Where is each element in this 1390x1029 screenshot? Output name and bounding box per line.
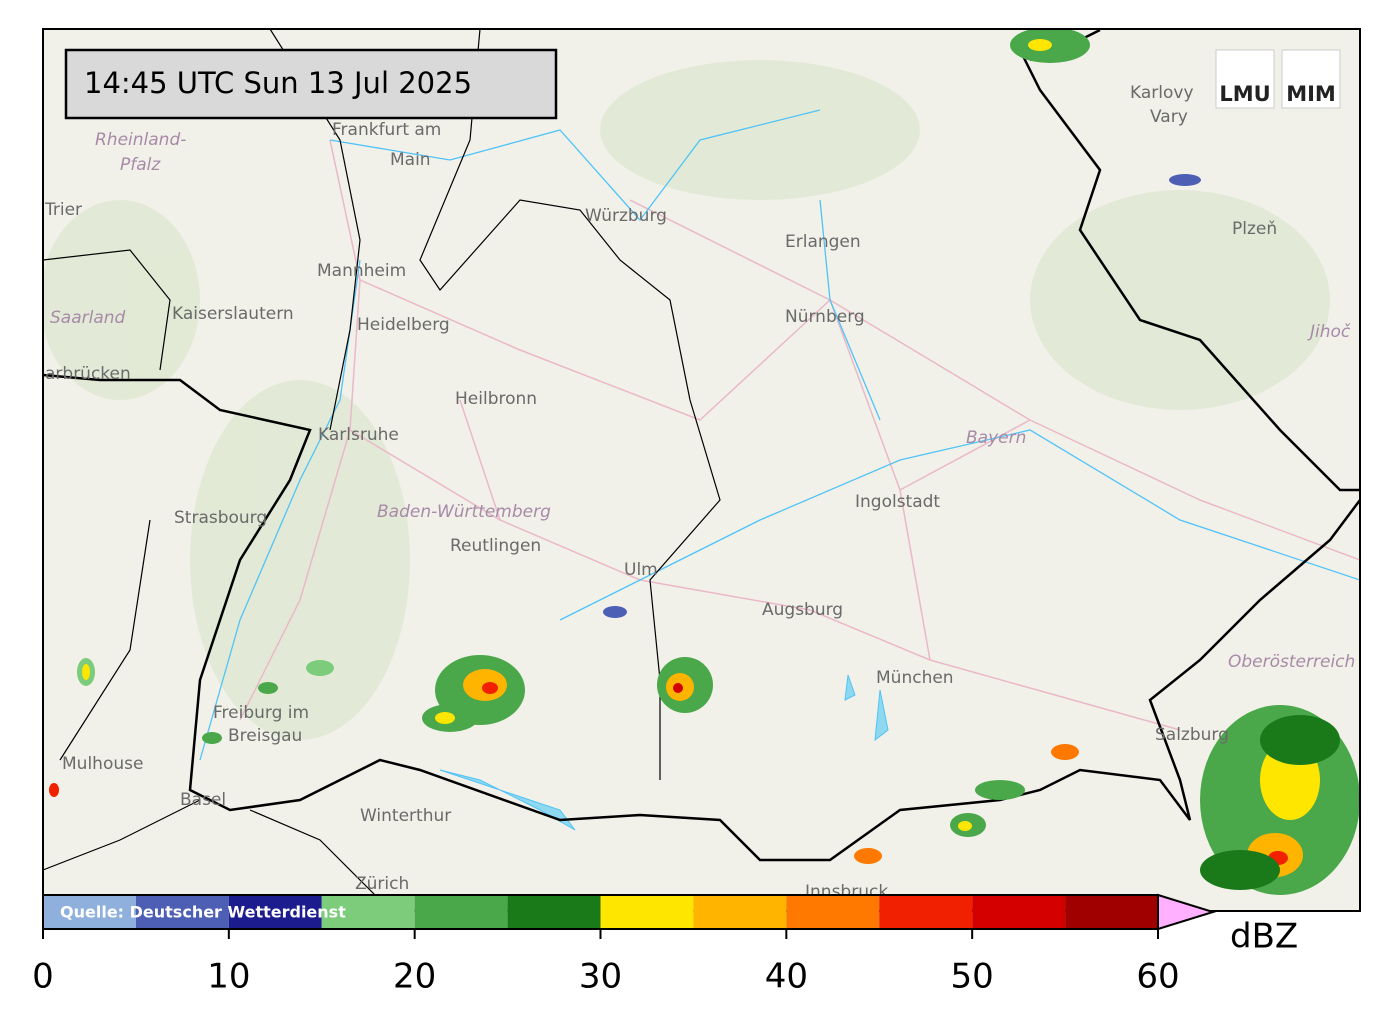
colorbar: 0 10 20 30 40 50 60 — [32, 893, 1217, 997]
colorbar-tick-label: 30 — [579, 957, 622, 997]
place-label: Frankfurt am — [332, 120, 441, 140]
colorbar-segment — [600, 895, 694, 929]
colorbar-segment — [507, 895, 601, 929]
place-label: Vary — [1150, 107, 1188, 127]
logo-text: LMU — [1219, 82, 1270, 106]
lake — [439, 769, 576, 831]
place-label: Salzburg — [1155, 725, 1229, 745]
place-label: Rheinland- — [95, 130, 186, 150]
place-labels: Frankfurt am Main Rheinland- Pfalz Trier Mann… — [44, 83, 1355, 902]
place-label: Oberösterreich — [1228, 652, 1355, 672]
forest — [43, 60, 1330, 740]
place-label: Ulm — [624, 560, 658, 580]
colorbar-tick-label: 50 — [951, 957, 994, 997]
colorbar-tick-label: 10 — [207, 957, 250, 997]
source-credit: Quelle: Deutscher Wetterdienst — [60, 903, 346, 922]
place-label: Augsburg — [762, 600, 843, 620]
colorbar-segment — [972, 895, 1066, 929]
colorbar-segment — [43, 895, 136, 929]
timestamp: 14:45 UTC Sun 13 Jul 2025 — [84, 66, 472, 100]
place-label: Pfalz — [120, 155, 161, 175]
place-label: Erlangen — [785, 232, 861, 252]
place-label: Mannheim — [317, 261, 406, 281]
logo — [1215, 49, 1275, 109]
colorbar-tick-label: 40 — [765, 957, 808, 997]
logo-text: MIM — [1286, 82, 1336, 106]
place-label: Kaiserslautern — [172, 304, 294, 324]
place-label: Basel — [180, 790, 226, 810]
place-label: Main — [390, 150, 431, 170]
place-label: Reutlingen — [450, 536, 541, 556]
timestamp-box — [64, 48, 558, 120]
colorbar-segment — [693, 895, 787, 929]
place-label: Jihoč — [1307, 322, 1351, 342]
place-label: Trier — [44, 200, 82, 220]
place-label: Saarland — [50, 308, 126, 328]
place-label: Bayern — [966, 428, 1026, 448]
place-label: Heilbronn — [455, 389, 537, 409]
colorbar-segment — [414, 895, 508, 929]
colorbar-segment — [321, 895, 415, 929]
colorbar-unit: dBZ — [1230, 917, 1298, 957]
colorbar-segment — [135, 895, 229, 929]
place-label: Mulhouse — [62, 754, 143, 774]
place-label: Winterthur — [360, 806, 451, 826]
place-label: Breisgau — [228, 726, 302, 746]
colorbar-tick-label: 60 — [1136, 957, 1179, 997]
place-label: Plzeň — [1232, 219, 1277, 239]
colorbar-segment — [879, 895, 973, 929]
place-label: Strasbourg — [174, 508, 267, 528]
colorbar-segment — [228, 895, 322, 929]
place-label: München — [876, 668, 954, 688]
place-label: Zürich — [355, 874, 409, 894]
colorbar-segment — [786, 895, 880, 929]
place-label: Karlovy — [1130, 83, 1194, 103]
colorbar-tick-label: 0 — [32, 957, 54, 997]
place-label: Ingolstadt — [855, 492, 940, 512]
logo — [1281, 49, 1341, 109]
place-label: Würzburg — [585, 206, 667, 226]
colorbar-tick-label: 20 — [393, 957, 436, 997]
rivers — [199, 109, 1360, 761]
radar-echoes — [49, 29, 1360, 895]
map: Frankfurt am Main Rheinland- Pfalz Trier Mann… — [43, 29, 1360, 911]
colorbar-segment — [1065, 895, 1158, 929]
place-label: Karlsruhe — [318, 425, 399, 445]
place-label: arbrücken — [45, 364, 131, 384]
lake — [844, 674, 889, 742]
place-label: Freiburg im — [213, 703, 309, 723]
place-label: Baden-Württemberg — [377, 502, 551, 522]
place-label: Nürnberg — [785, 307, 865, 327]
place-label: Heidelberg — [357, 315, 450, 335]
